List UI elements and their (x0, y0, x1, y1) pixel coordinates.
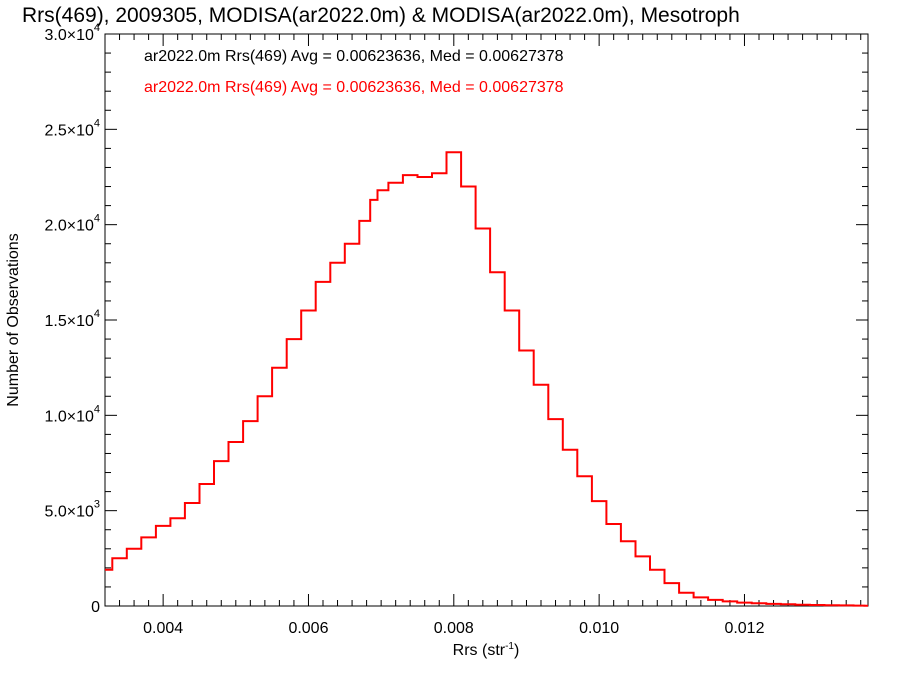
y-tick-label: 1.0×104 (44, 403, 100, 425)
y-tick-label: 2.5×104 (44, 117, 100, 139)
x-tick-label: 0.010 (579, 620, 619, 637)
legend: ar2022.0m Rrs(469) Avg = 0.00623636, Med… (144, 48, 564, 96)
x-tick-label: 0.008 (434, 620, 474, 637)
y-axis: 0 5.0×103 1.0×104 1.5×104 2.0×104 2.5×104 3.0×… (44, 22, 868, 616)
legend-entry-black: ar2022.0m Rrs(469) Avg = 0.00623636, Med… (144, 48, 564, 65)
y-tick-label: 1.5×104 (44, 308, 100, 330)
x-axis-label: Rrs (str-1) (453, 641, 520, 659)
y-tick-label: 2.0×104 (44, 213, 100, 235)
y-tick-label: 5.0×103 (44, 499, 100, 521)
histogram-line (105, 151, 868, 607)
y-tick-label: 3.0×104 (44, 22, 100, 44)
legend-entry-red: ar2022.0m Rrs(469) Avg = 0.00623636, Med… (144, 79, 564, 96)
x-tick-label: 0.012 (724, 620, 764, 637)
x-tick-label: 0.006 (288, 620, 328, 637)
x-axis: 0.004 0.006 0.008 0.010 0.012 (119, 34, 862, 637)
y-axis-label: Number of Observations (5, 233, 22, 406)
y-tick-label: 0 (91, 599, 100, 616)
x-tick-label: 0.004 (143, 620, 183, 637)
plot-frame (104, 33, 869, 607)
chart-title: Rrs(469), 2009305, MODISA(ar2022.0m) & M… (22, 4, 740, 27)
